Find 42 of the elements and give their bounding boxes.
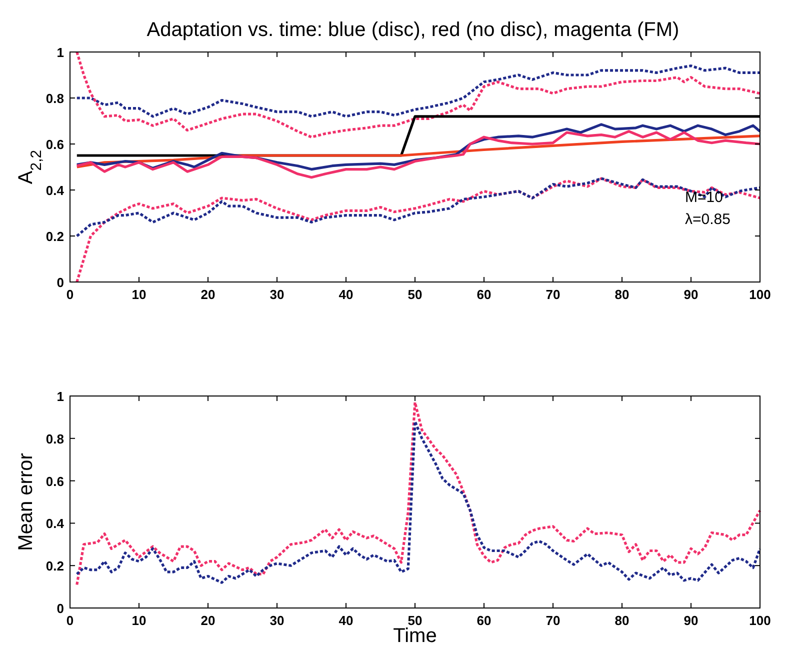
x-tick-label: 70 bbox=[546, 613, 560, 628]
y-tick-label: 0.4 bbox=[46, 516, 65, 532]
x-tick-label: 30 bbox=[270, 287, 284, 302]
x-tick-label: 60 bbox=[476, 287, 492, 302]
x-tick-label: 20 bbox=[200, 287, 216, 302]
x-tick-label: 60 bbox=[476, 613, 492, 628]
y-tick-label: 0.2 bbox=[46, 229, 64, 244]
y-tick-label: 1 bbox=[56, 389, 64, 404]
x-tick-label: 30 bbox=[270, 613, 284, 628]
line-series bbox=[76, 177, 762, 284]
chart-title: Adaptation vs. time: blue (disc), red (no disc), magenta (FM) bbox=[146, 19, 680, 41]
line-series bbox=[76, 64, 762, 118]
y-tick-label: 0 bbox=[56, 601, 64, 616]
x-tick-label: 70 bbox=[546, 287, 560, 302]
line-series bbox=[76, 130, 762, 179]
x-tick-label: 80 bbox=[614, 613, 630, 628]
x-tick-label: 10 bbox=[132, 613, 146, 628]
y-tick-label: 0.6 bbox=[46, 137, 64, 152]
x-tick-label: 90 bbox=[684, 613, 698, 628]
x-tick-label: 50 bbox=[408, 613, 422, 628]
x-axis-title: Time bbox=[393, 625, 437, 647]
x-tick-label: 100 bbox=[749, 287, 771, 302]
annotation: λ=0.85 bbox=[685, 211, 730, 228]
annotation: M=10 bbox=[685, 189, 723, 206]
x-tick-label: 20 bbox=[200, 613, 216, 628]
x-tick-label: 10 bbox=[132, 287, 146, 302]
line-series bbox=[76, 177, 762, 238]
line-series bbox=[76, 50, 762, 138]
y-tick-label: 0 bbox=[56, 275, 64, 290]
x-tick-label: 40 bbox=[338, 613, 354, 628]
y-tick-label: 0.6 bbox=[46, 474, 64, 489]
x-tick-label: 80 bbox=[614, 287, 630, 302]
y-tick-label: 0.8 bbox=[46, 431, 64, 446]
y-tick-label: 1 bbox=[56, 45, 64, 60]
y-tick-label: 0.2 bbox=[46, 558, 64, 574]
y-axis-title: Mean error bbox=[15, 452, 37, 551]
y-tick-label: 0.8 bbox=[46, 91, 64, 106]
x-tick-label: 40 bbox=[338, 287, 354, 302]
x-tick-label: 100 bbox=[749, 613, 771, 628]
x-tick-label: 90 bbox=[684, 287, 698, 302]
y-tick-label: 0.4 bbox=[46, 183, 65, 198]
x-tick-label: 50 bbox=[408, 287, 422, 302]
